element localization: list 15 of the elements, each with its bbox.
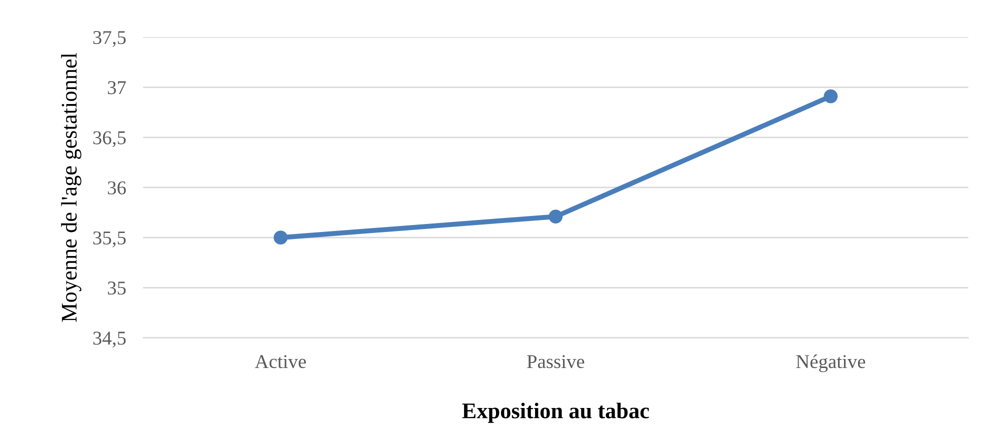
y-tick-label: 35 (108, 282, 126, 295)
point (824, 89, 838, 104)
y-tick-label: 37 (108, 81, 126, 94)
point (274, 230, 288, 245)
x-tick-label: Passive (527, 355, 584, 368)
y-tick-label: 36 (108, 181, 126, 194)
y-tick-label: 34,5 (93, 332, 126, 348)
x-axis-title: Exposition au tabac (462, 402, 649, 423)
y-axis-title: Moyenne de l'age gestationnel (61, 52, 82, 322)
y-tick-label: 37,5 (93, 31, 126, 47)
y-tick-label: 35,5 (93, 231, 126, 248)
point (548, 210, 563, 224)
x-tick-label: Active (254, 355, 306, 368)
x-tick-label: Négative (796, 354, 866, 372)
y-tick-label: 36,5 (93, 131, 126, 148)
